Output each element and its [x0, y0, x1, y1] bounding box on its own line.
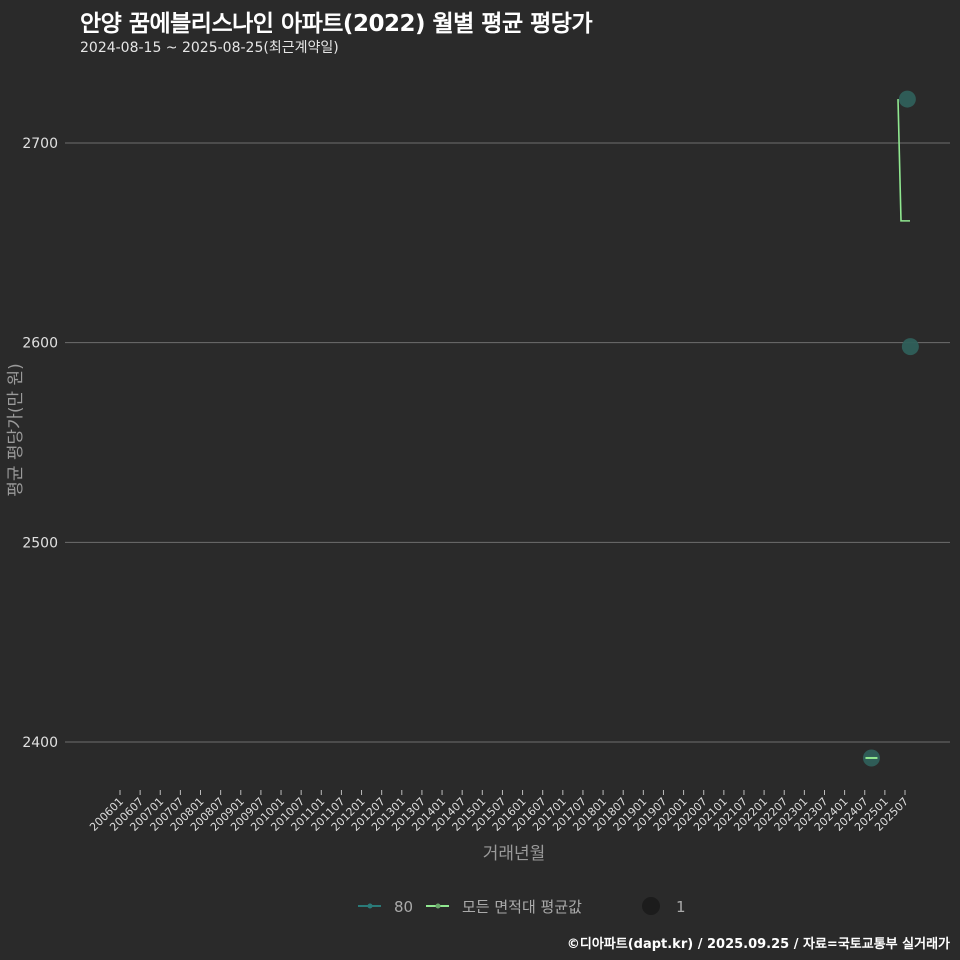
- legend-label-80: 80: [394, 898, 413, 916]
- legend: 80 모든 면적대 평균값 1: [358, 897, 686, 916]
- y-tick-label: 2500: [22, 535, 58, 551]
- average-line: [897, 99, 910, 222]
- data-point-80: [901, 338, 919, 356]
- legend-item-80: 80: [358, 898, 413, 916]
- plot-series: [862, 90, 919, 767]
- y-tick-label: 2700: [22, 136, 58, 152]
- data-point-80: [898, 90, 916, 108]
- y-axis-ticks: 2400 2500 2600 2700: [22, 136, 58, 751]
- footer-credit: ©디아파트(dapt.kr) / 2025.09.25 / 자료=국토교통부 실…: [566, 937, 950, 952]
- legend-label-average: 모든 면적대 평균값: [462, 898, 582, 916]
- y-axis-title: 평균 평당가(만 원): [6, 363, 26, 497]
- x-axis-ticks: 2006012006072007012007072008012008072009…: [87, 790, 911, 834]
- y-tick-label: 2400: [22, 735, 58, 751]
- x-axis-title: 거래년월: [483, 844, 546, 864]
- legend-label-size: 1: [676, 898, 686, 916]
- y-tick-label: 2600: [22, 336, 58, 352]
- legend-item-average: 모든 면적대 평균값: [426, 898, 582, 916]
- chart-title: 안양 꿈에블리스나인 아파트(2022) 월별 평균 평당가: [80, 11, 593, 37]
- size-circle-icon: [642, 897, 660, 915]
- chart-subtitle: 2024-08-15 ~ 2025-08-25(최근계약일): [80, 40, 339, 56]
- legend-item-size: 1: [642, 897, 686, 916]
- grid-lines: [65, 142, 950, 743]
